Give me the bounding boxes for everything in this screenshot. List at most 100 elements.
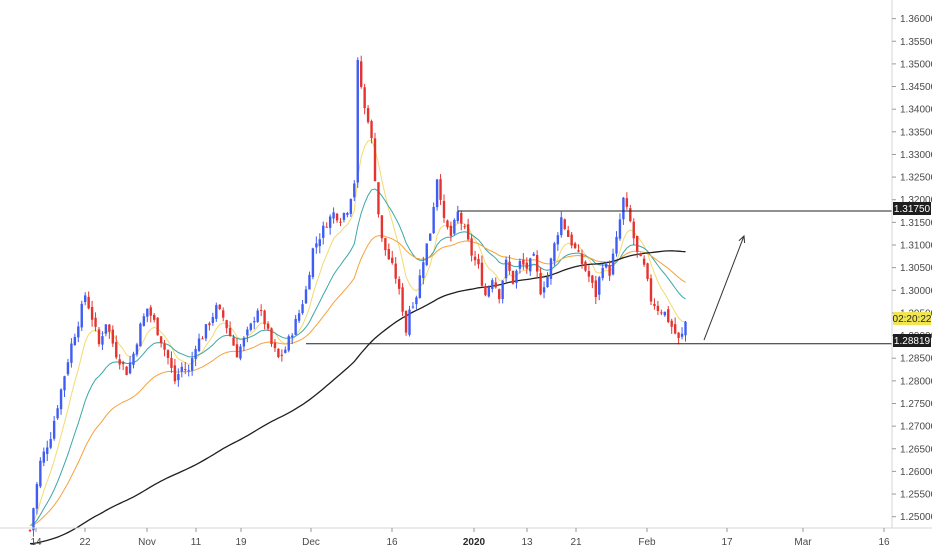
price-tick-label: 1.26500 [900, 444, 932, 455]
candle-body [646, 263, 649, 280]
candle-body [684, 321, 687, 336]
price-tick-label: 1.27000 [900, 422, 932, 433]
candle-body [546, 276, 549, 288]
candle-body [266, 323, 270, 329]
candle-body [90, 307, 94, 320]
candle-body [639, 253, 642, 257]
candle-body [660, 312, 663, 314]
price-tick-label: 1.34500 [900, 82, 932, 93]
candle-body [349, 199, 353, 214]
candle-body [104, 324, 108, 334]
candle-body [225, 320, 228, 329]
candle-body [184, 369, 187, 371]
countdown-label: 02:20:22 [893, 314, 932, 325]
candle-body [384, 237, 387, 251]
candle-body [549, 258, 553, 279]
candle-body [670, 320, 673, 327]
candle-body [667, 309, 670, 322]
price-axis[interactable]: 1.25000 1.25500 1.26000 1.26500 1.27000 1.275… [892, 14, 932, 523]
candle-body [611, 253, 615, 275]
candle-body [332, 212, 335, 219]
candle-body [46, 447, 49, 455]
price-tick-label: 1.26000 [900, 467, 932, 478]
time-tick-label: Dec [302, 537, 320, 548]
candle-body [346, 212, 349, 215]
candle-body [470, 238, 473, 256]
countdown-badge [893, 312, 931, 325]
candle-body [615, 236, 618, 254]
projection-arrow [703, 234, 746, 341]
candle-body [656, 305, 660, 311]
candle-body [632, 221, 635, 239]
candle-body [52, 420, 56, 439]
price-tick-label: 1.34000 [900, 105, 932, 116]
candle-body [259, 309, 263, 312]
candle-body [604, 264, 608, 268]
candle-body [563, 219, 566, 229]
candle-body [446, 220, 449, 228]
candle-body [560, 217, 563, 236]
candle-body [387, 249, 390, 260]
candle-body [591, 275, 594, 283]
candle-body [308, 274, 311, 290]
candle-body [173, 365, 177, 382]
price-tick-label: 1.25000 [900, 512, 932, 523]
candle-body [432, 206, 435, 234]
time-tick-label: 21 [570, 537, 582, 548]
candle-body [101, 336, 104, 345]
resistance-price-label: 1.31750 [894, 204, 931, 215]
candle-body [301, 304, 304, 314]
candle-body [146, 308, 149, 317]
candle-body [360, 61, 363, 87]
arrow-head [738, 234, 746, 243]
candle-body [353, 183, 356, 198]
candle-body [508, 261, 511, 271]
candle-body [87, 296, 90, 309]
time-tick-label: Nov [138, 537, 156, 548]
candle-body [511, 270, 515, 284]
candle-body [66, 362, 70, 375]
candle-body [601, 267, 604, 279]
candle-body [228, 327, 232, 337]
candle-body [204, 324, 208, 339]
candle-body [618, 219, 622, 239]
candle-body [339, 221, 342, 223]
candle-body [532, 253, 535, 256]
candle-body [256, 310, 259, 322]
candle-body [35, 484, 39, 509]
time-tick-label: 2020 [463, 537, 486, 548]
candle-body [318, 239, 321, 247]
candle-body [342, 213, 346, 220]
candle-body [553, 243, 556, 262]
candle-body [187, 370, 190, 372]
time-tick-label: 22 [79, 537, 91, 548]
candle-body [394, 263, 397, 279]
price-tick-label: 1.31500 [900, 218, 932, 229]
candle-body [622, 197, 625, 220]
candle-body [128, 362, 132, 374]
candle-body [218, 304, 221, 309]
candle-body [453, 219, 456, 234]
candle-body [180, 366, 183, 372]
price-tick-label: 1.35000 [900, 59, 932, 70]
candle-body [466, 224, 470, 240]
candle-body [404, 310, 408, 333]
candle-body [425, 243, 428, 265]
candle-body [222, 310, 225, 318]
candle-body [456, 211, 459, 222]
candle-body [142, 316, 146, 326]
candle-body [539, 273, 542, 295]
candle-body [49, 438, 52, 448]
time-tick-label: 17 [721, 537, 733, 548]
candle-body [487, 287, 491, 297]
candle-body [135, 344, 139, 355]
candle-body [415, 297, 418, 305]
candle-body [680, 333, 684, 337]
candle-body [677, 332, 680, 338]
candle-body [118, 359, 121, 365]
candle-body [391, 257, 394, 264]
price-tick-label: 1.31000 [900, 241, 932, 252]
time-axis[interactable]: 14 22 Nov 11 19 Dec 16 2020 13 21 Feb 17 Mar 16 [30, 528, 890, 548]
candle-body [287, 336, 290, 351]
